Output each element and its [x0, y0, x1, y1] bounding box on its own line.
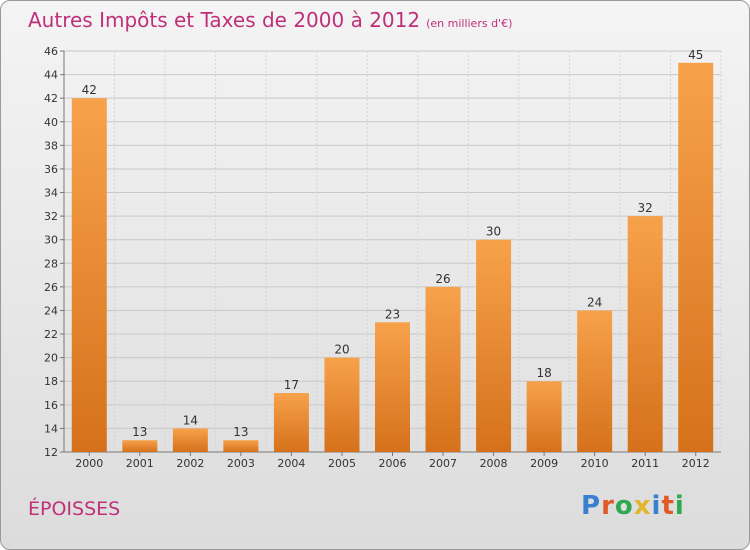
y-tick-label: 24	[44, 304, 58, 317]
x-tick-label: 2004	[277, 457, 305, 470]
bar	[476, 239, 512, 452]
logo-letter: P	[581, 491, 602, 521]
bar	[273, 393, 309, 452]
bar-value-label: 13	[233, 425, 248, 439]
y-tick-label: 32	[44, 210, 58, 223]
bar-value-label: 42	[82, 83, 97, 97]
bar-value-label: 17	[284, 378, 299, 392]
logo-letter: i	[651, 491, 662, 521]
y-tick-label: 18	[44, 375, 58, 388]
y-tick-label: 22	[44, 328, 58, 341]
bar-value-label: 20	[334, 343, 349, 357]
y-tick-label: 26	[44, 281, 58, 294]
y-tick-label: 36	[44, 163, 58, 176]
x-tick-label: 2000	[75, 457, 103, 470]
y-tick-label: 38	[44, 139, 58, 152]
y-tick-label: 28	[44, 257, 58, 270]
bar	[324, 357, 360, 452]
bar	[627, 216, 663, 452]
x-tick-label: 2005	[328, 457, 356, 470]
y-tick-label: 30	[44, 234, 58, 247]
x-tick-label: 2003	[227, 457, 255, 470]
bar	[71, 98, 107, 453]
bar-value-label: 45	[688, 48, 703, 62]
x-tick-label: 2001	[126, 457, 154, 470]
chart-subtitle: (en milliers d'€)	[426, 17, 513, 30]
bar-value-label: 23	[385, 307, 400, 321]
x-tick-label: 2006	[379, 457, 407, 470]
logo-letter: r	[601, 491, 615, 521]
logo-letter: o	[614, 491, 634, 521]
bar	[577, 310, 613, 452]
chart-title-text: Autres Impôts et Taxes de 2000 à 2012	[28, 8, 421, 32]
y-tick-label: 40	[44, 116, 58, 129]
x-tick-label: 2012	[682, 457, 710, 470]
bar	[122, 440, 158, 452]
proxiti-logo: Proxiti	[581, 491, 685, 521]
bar-value-label: 30	[486, 225, 501, 239]
y-tick-label: 20	[44, 352, 58, 365]
x-tick-label: 2007	[429, 457, 457, 470]
bar	[678, 62, 714, 452]
x-tick-label: 2009	[530, 457, 558, 470]
bar-value-label: 32	[638, 201, 653, 215]
y-tick-label: 16	[44, 399, 58, 412]
bar	[172, 428, 208, 452]
bar	[526, 381, 562, 452]
y-tick-label: 42	[44, 92, 58, 105]
y-tick-label: 46	[44, 45, 58, 58]
y-tick-label: 34	[44, 187, 58, 200]
bar-value-label: 26	[435, 272, 450, 286]
bar-value-label: 24	[587, 295, 602, 309]
logo-letter: i	[674, 491, 685, 521]
x-tick-label: 2011	[631, 457, 659, 470]
y-tick-label: 12	[44, 446, 58, 459]
logo-letter: x	[633, 491, 652, 521]
logo-letter: t	[661, 491, 675, 521]
bar-value-label: 14	[183, 413, 198, 427]
bar-value-label: 13	[132, 425, 147, 439]
commune-name: ÉPOISSES	[28, 498, 121, 520]
x-tick-label: 2008	[480, 457, 508, 470]
y-tick-label: 44	[44, 69, 58, 82]
bar	[425, 286, 461, 452]
bar	[223, 440, 259, 452]
bar	[375, 322, 410, 452]
x-tick-label: 2002	[176, 457, 204, 470]
chart-title: Autres Impôts et Taxes de 2000 à 2012 (en…	[28, 8, 512, 32]
labels: 12 14 16 18 20 22 24 26 28 30 32 34 36 38 40 42 44 46 42 20…	[44, 45, 710, 470]
bar-value-label: 18	[536, 366, 551, 380]
x-tick-label: 2010	[581, 457, 609, 470]
bars	[71, 62, 714, 453]
y-tick-label: 14	[44, 422, 58, 435]
